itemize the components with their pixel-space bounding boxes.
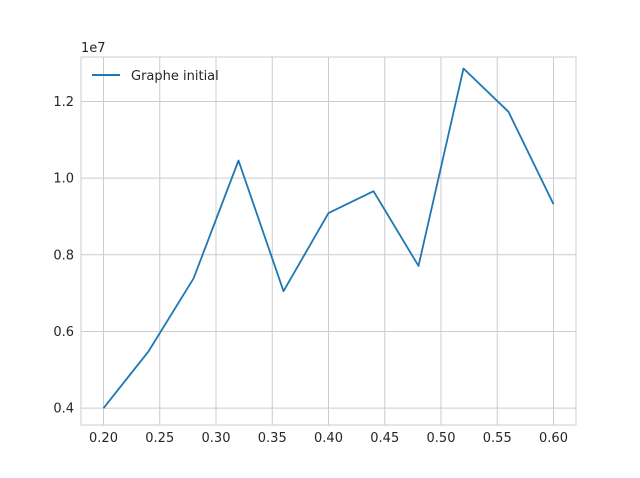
x-tick-label: 0.50	[427, 431, 456, 446]
axes-frame	[80, 56, 577, 426]
y-tick-label: 1.2	[53, 95, 74, 110]
y-offset-label: 1e7	[81, 41, 106, 56]
series-layer	[102, 67, 555, 409]
x-tick-label: 0.30	[202, 431, 231, 446]
y-tick-labels: 0.4 0.6 0.8 1.0 1.2	[53, 95, 74, 417]
y-tick-label: 1.0	[53, 172, 74, 187]
x-tick-label: 0.55	[483, 431, 512, 446]
x-tick-label: 0.60	[539, 431, 568, 446]
x-tick-label: 0.35	[258, 431, 287, 446]
series-line	[102, 67, 555, 409]
legend: Graphe initial	[92, 69, 219, 84]
y-tick-label: 0.6	[53, 325, 74, 340]
x-tick-label: 0.25	[145, 431, 174, 446]
legend-label: Graphe initial	[131, 69, 219, 84]
x-tick-label: 0.40	[314, 431, 343, 446]
x-tick-label: 0.45	[370, 431, 399, 446]
x-tick-label: 0.20	[89, 431, 118, 446]
x-tick-labels: 0.20 0.25 0.30 0.35 0.40 0.45 0.50 0.55 0.60	[89, 431, 568, 446]
y-tick-label: 0.8	[53, 248, 74, 263]
y-tick-label: 0.4	[53, 402, 74, 417]
grid-lines	[81, 57, 576, 425]
